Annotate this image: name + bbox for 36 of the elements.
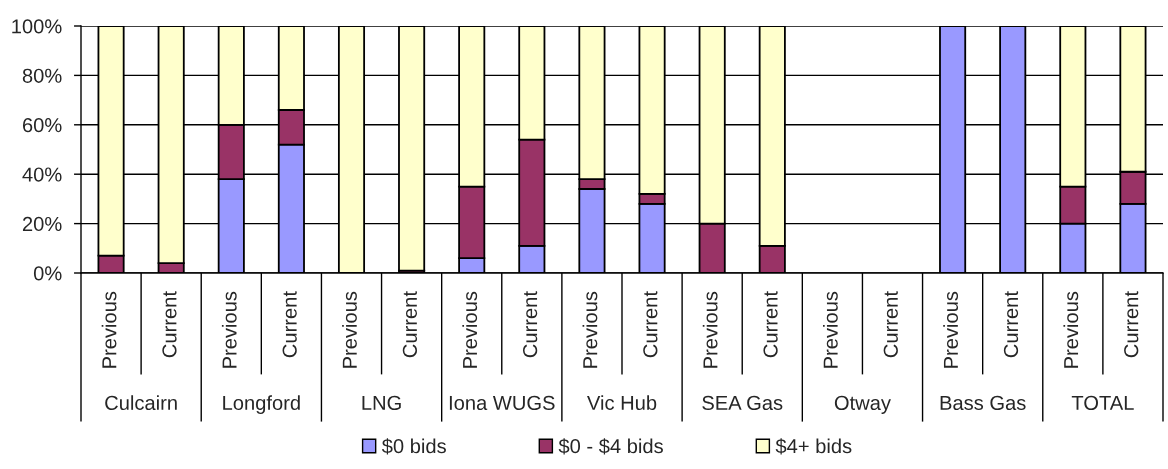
x-tick-label: Current: [402, 291, 418, 358]
text: Bass Gas: [940, 395, 1026, 411]
text: LNG: [362, 395, 401, 411]
x-tick-label: Current: [522, 291, 538, 358]
y-tick-label: 100%: [12, 19, 62, 34]
legend-label: $4+ bids: [775, 438, 852, 455]
text: SEA Gas: [702, 395, 783, 411]
x-tick-label: Previous: [221, 291, 237, 368]
x-tick-label: Previous: [582, 291, 598, 368]
x-tick-label: Previous: [1063, 291, 1079, 368]
text: Otway: [834, 395, 891, 414]
text: Longford: [223, 395, 300, 414]
legend-label: $0 - $4 bids: [558, 438, 663, 455]
x-tick-label: Current: [162, 291, 177, 358]
x-tick-label: Current: [883, 291, 898, 358]
y-tick-label: 80%: [22, 68, 62, 83]
text: Vic Hub: [587, 395, 657, 411]
x-tick-label: Current: [282, 291, 297, 358]
text: Iona WUGS: [449, 395, 555, 411]
x-tick-label: Previous: [823, 291, 838, 368]
x-tick-label: Current: [1003, 291, 1019, 358]
x-tick-label: Previous: [342, 291, 357, 368]
x-tick-label: Current: [643, 291, 658, 358]
legend-label: $0 bids: [381, 438, 446, 455]
x-tick-label: Previous: [101, 291, 117, 368]
y-tick-label: 40%: [22, 167, 62, 182]
text: Culcairn: [105, 395, 177, 411]
x-tick-label: Previous: [702, 291, 718, 368]
x-tick-label: Current: [1124, 291, 1139, 358]
y-tick-label: 60%: [22, 118, 62, 133]
x-tick-label: Previous: [943, 291, 959, 368]
y-tick-label: 20%: [22, 216, 62, 232]
y-tick-label: 0%: [33, 266, 62, 281]
x-tick-label: Previous: [462, 291, 478, 368]
text: TOTAL: [1071, 395, 1134, 411]
x-tick-label: Current: [763, 291, 778, 358]
